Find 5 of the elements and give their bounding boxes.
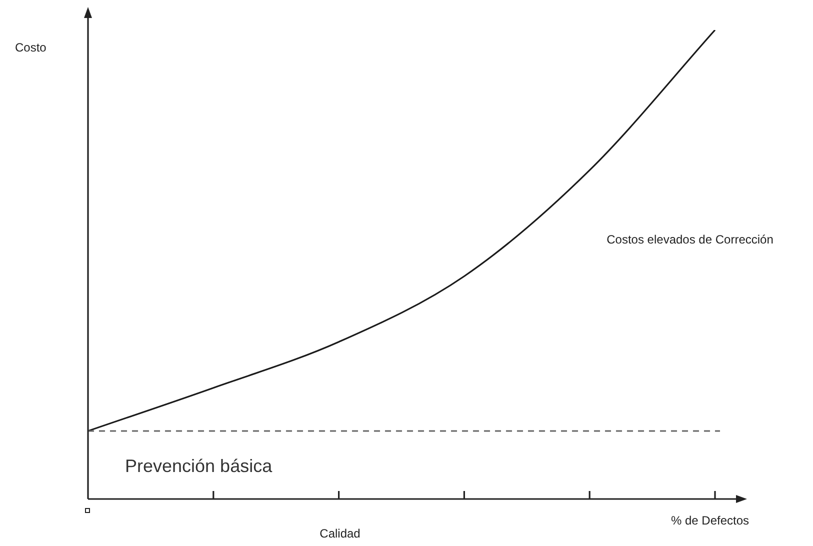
y-axis-title: Costo bbox=[15, 40, 47, 54]
x-axis-title: Calidad bbox=[320, 526, 360, 540]
text: % de Defectos bbox=[670, 513, 750, 528]
annotation: Costos elevados de Corrección bbox=[606, 232, 774, 246]
ref-line-label: Prevención básica bbox=[125, 456, 274, 476]
